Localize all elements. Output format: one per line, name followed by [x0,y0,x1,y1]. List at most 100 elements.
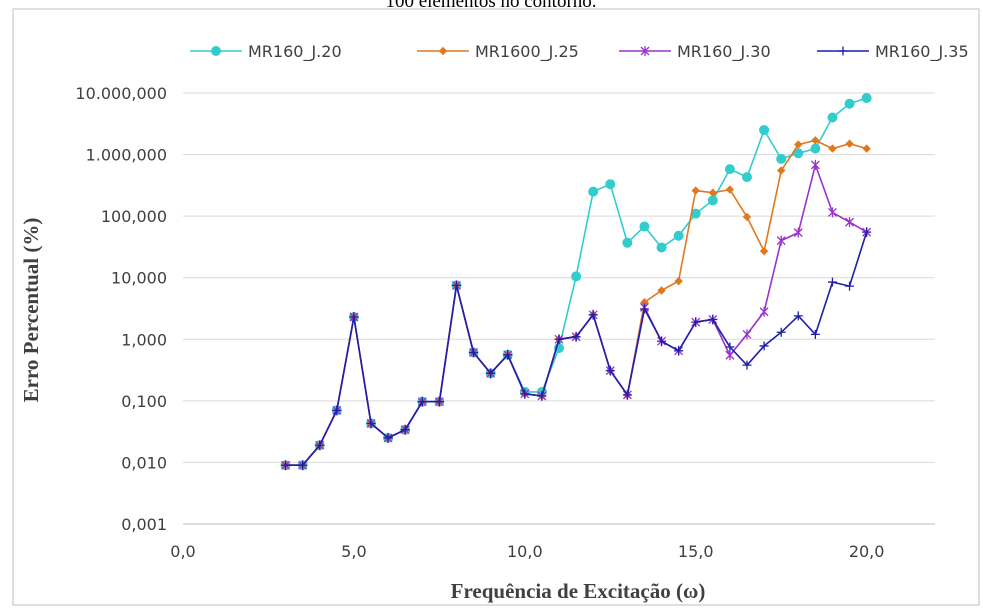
data-point [349,312,359,322]
data-point [742,360,752,370]
data-point [708,188,718,197]
data-point [554,334,564,344]
data-point [708,314,718,324]
data-point [759,306,769,317]
data-point [845,139,854,148]
data-point [281,460,291,470]
data-point [776,153,787,164]
data-point [776,235,786,246]
data-point [537,391,547,401]
data-point [315,440,325,450]
legend-item: MR1600_J.25 [417,42,579,62]
data-point [794,140,803,149]
y-tick-label: 100,000 [101,207,167,226]
x-tick-label: 5,0 [341,542,366,561]
legend-item: MR160_J.20 [190,42,342,62]
data-point [691,186,700,195]
data-point [622,390,632,400]
y-tick-label: 1.000,000 [86,146,167,165]
data-point [640,46,650,56]
legend: MR160_J.20 MR1600_J.25 MR160_J.30 MR160_J.3… [190,42,969,62]
data-point [451,280,461,290]
data-point [810,159,820,170]
data-point [827,112,838,123]
data-point [503,350,513,360]
data-point [811,136,820,145]
data-point [759,246,769,256]
data-point [571,271,582,282]
x-tick-label: 20,0 [849,542,885,561]
y-tick-label: 0,100 [121,392,167,411]
data-point [691,317,701,327]
data-point [725,350,735,361]
data-point [828,144,837,153]
legend-label: MR160_J.20 [248,42,342,62]
data-point [725,342,735,352]
legend-item: MR160_J.35 [817,42,969,62]
data-point [605,179,616,190]
y-tick-label: 10,000 [111,269,167,288]
data-point [622,237,633,248]
data-point [366,418,376,428]
data-point [571,332,581,342]
data-point [827,277,837,287]
data-point [776,327,786,337]
data-point [211,46,221,56]
legend-label: MR1600_J.25 [475,42,579,62]
data-point [793,311,803,321]
data-point [845,281,855,291]
axes: 0,001 0,010 0,100 1,000 10,000 100,000 1.000,0… [75,84,935,561]
data-point [605,366,615,376]
data-point [588,310,598,320]
data-point [640,298,649,307]
chart-border [12,8,980,606]
grid-lines [183,92,935,463]
legend-item: MR160_J.30 [619,42,771,62]
legend-label: MR160_J.35 [875,42,969,62]
data-point [588,186,599,197]
data-point [400,425,410,435]
chart-title: 100 elementos no contorno. [385,0,596,12]
data-point [657,336,667,346]
data-point [827,207,837,218]
data-point [725,185,735,194]
data-point [862,227,872,237]
data-point [742,329,752,340]
data-point [673,230,684,241]
data-point [759,341,769,351]
data-point [639,221,650,232]
data-point [298,460,308,470]
data-point [417,397,427,407]
data-point [845,217,855,228]
x-tick-label: 15,0 [678,542,714,561]
x-tick-label: 0,0 [170,542,195,561]
data-point [332,405,342,415]
x-tick-label: 10,0 [507,542,543,561]
y-tick-label: 0,001 [121,515,167,534]
data-point [469,348,479,358]
y-tick-label: 1,000 [121,330,167,349]
y-tick-label: 0,010 [121,453,167,472]
data-point [862,144,871,153]
data-point [674,276,683,286]
data-point [776,166,786,175]
data-point [639,304,649,314]
data-point [486,368,496,378]
data-point [838,46,848,56]
data-point [674,346,684,356]
data-point [844,98,855,109]
data-point [810,143,821,154]
data-point [724,164,735,175]
data-point [657,286,666,295]
y-axis-title: Erro Percentual (%) [19,218,43,403]
data-point [759,125,770,136]
data-point [656,242,667,253]
series-layer [280,92,872,471]
data-point [742,212,752,222]
data-point [707,195,718,206]
data-point [861,92,872,103]
data-point [793,227,803,238]
